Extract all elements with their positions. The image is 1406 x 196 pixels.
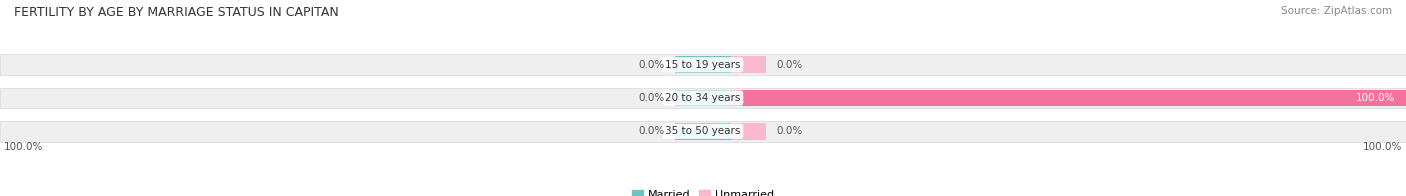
Bar: [675, 90, 731, 106]
Bar: [731, 123, 766, 140]
Bar: [675, 123, 731, 140]
Bar: [0, 88, 1406, 108]
Text: 100.0%: 100.0%: [1355, 93, 1395, 103]
Text: 0.0%: 0.0%: [778, 126, 803, 136]
Text: 0.0%: 0.0%: [638, 93, 665, 103]
Bar: [731, 90, 1406, 106]
Bar: [731, 56, 766, 73]
Text: 0.0%: 0.0%: [638, 126, 665, 136]
Text: 35 to 50 years: 35 to 50 years: [665, 126, 741, 136]
Bar: [675, 56, 731, 73]
Text: 20 to 34 years: 20 to 34 years: [665, 93, 741, 103]
Text: 100.0%: 100.0%: [3, 142, 44, 152]
Text: 15 to 19 years: 15 to 19 years: [665, 60, 741, 70]
Text: Source: ZipAtlas.com: Source: ZipAtlas.com: [1281, 6, 1392, 16]
Bar: [0, 54, 1406, 75]
Text: 0.0%: 0.0%: [778, 60, 803, 70]
Text: FERTILITY BY AGE BY MARRIAGE STATUS IN CAPITAN: FERTILITY BY AGE BY MARRIAGE STATUS IN C…: [14, 6, 339, 19]
Bar: [0, 121, 1406, 142]
Text: 0.0%: 0.0%: [638, 60, 665, 70]
Text: 100.0%: 100.0%: [1362, 142, 1403, 152]
Legend: Married, Unmarried: Married, Unmarried: [627, 185, 779, 196]
